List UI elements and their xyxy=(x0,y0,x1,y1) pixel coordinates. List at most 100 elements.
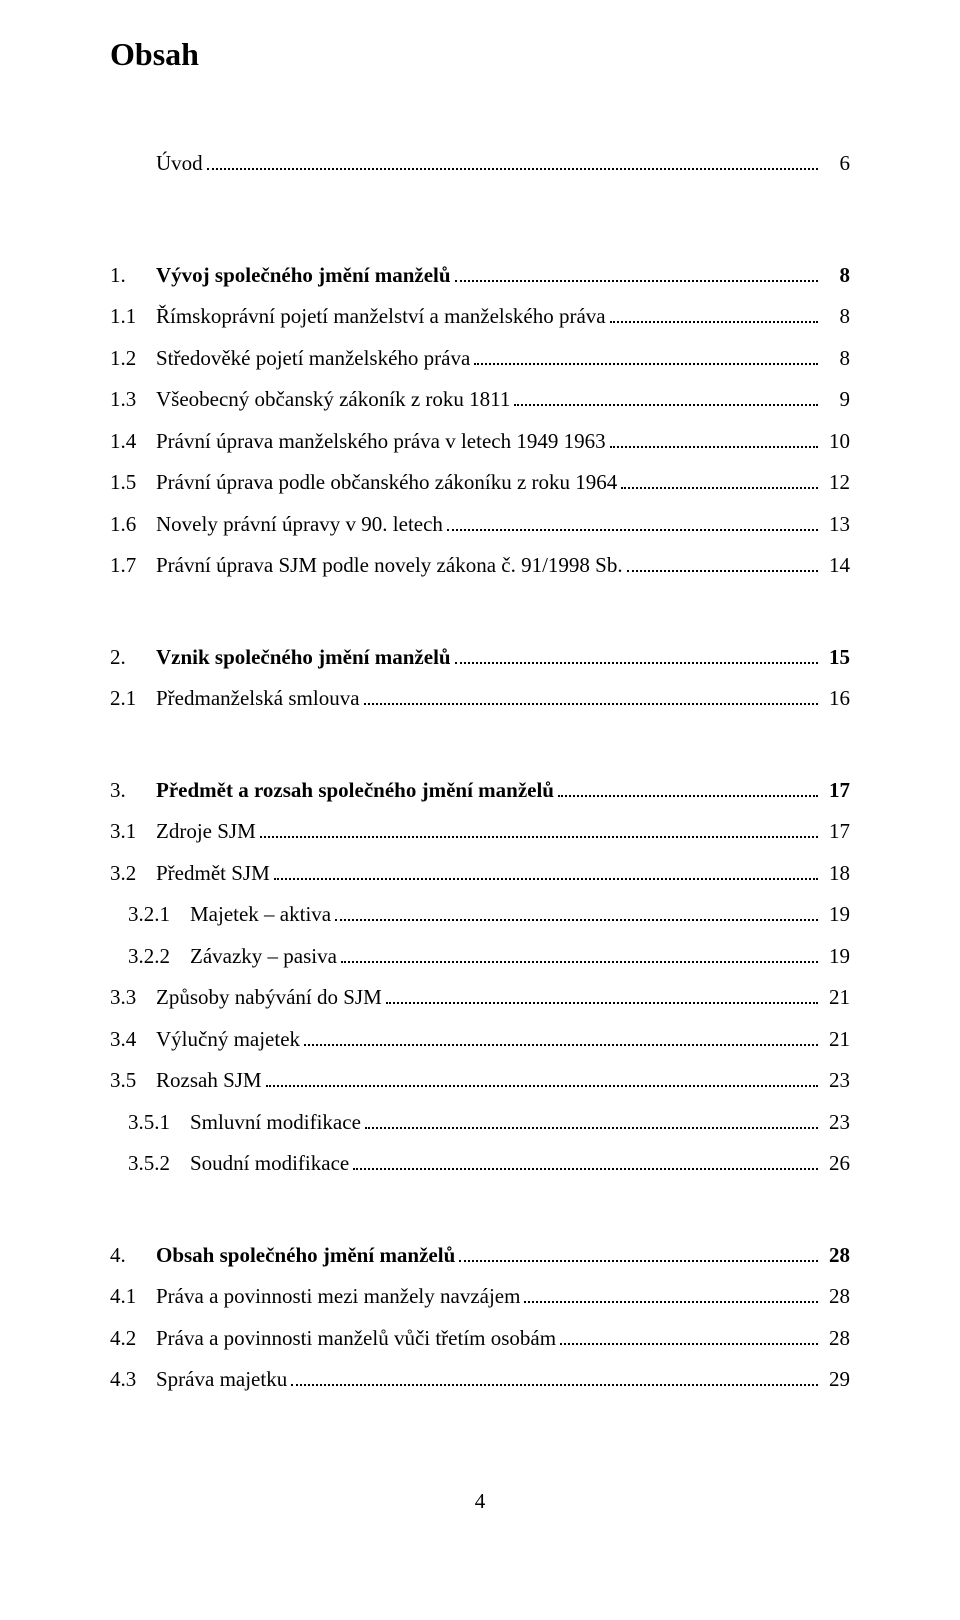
toc-leader xyxy=(291,1365,818,1386)
toc-entry: 3.Předmět a rozsah společného jmění manž… xyxy=(110,775,850,807)
toc-number: 3.2 xyxy=(110,858,156,890)
toc-number: 4. xyxy=(110,1240,156,1272)
toc-entry: 2.Vznik společného jmění manželů15 xyxy=(110,642,850,674)
toc-page: 9 xyxy=(822,384,850,416)
toc-page: 18 xyxy=(822,858,850,890)
toc-page: 17 xyxy=(822,775,850,807)
toc-page: 10 xyxy=(822,426,850,458)
toc-page: 23 xyxy=(822,1065,850,1097)
toc-entry: 1.7Právní úprava SJM podle novely zákona… xyxy=(110,550,850,582)
toc-leader xyxy=(474,344,818,365)
page-number: 4 xyxy=(110,1486,850,1518)
toc-page: 14 xyxy=(822,550,850,582)
toc-label: Závazky – pasiva xyxy=(190,941,337,973)
toc-page: 16 xyxy=(822,683,850,715)
toc-label: Předmět a rozsah společného jmění manžel… xyxy=(156,775,554,807)
toc-entry: 3.5Rozsah SJM23 xyxy=(110,1065,850,1097)
toc-leader xyxy=(335,900,818,921)
toc-leader xyxy=(207,149,818,170)
toc-number: 1.6 xyxy=(110,509,156,541)
toc-leader xyxy=(621,468,818,489)
toc-page: 8 xyxy=(822,343,850,375)
toc-gap xyxy=(110,190,850,260)
toc-number: 3.5.1 xyxy=(128,1107,190,1139)
toc-number: 4.3 xyxy=(110,1364,156,1396)
toc-leader xyxy=(455,643,818,664)
toc-number: 2.1 xyxy=(110,683,156,715)
toc-number: 1. xyxy=(110,260,156,292)
toc-page: 12 xyxy=(822,467,850,499)
toc-leader xyxy=(524,1282,818,1303)
toc-leader xyxy=(266,1066,818,1087)
toc-page: 21 xyxy=(822,1024,850,1056)
toc-number: 3.1 xyxy=(110,816,156,848)
toc-entry: 4.Obsah společného jmění manželů 28 xyxy=(110,1240,850,1272)
toc-number: 3.5.2 xyxy=(128,1148,190,1180)
toc-page: 8 xyxy=(822,301,850,333)
toc-gap xyxy=(110,592,850,642)
toc-label: Úvod xyxy=(156,148,203,180)
toc-entry: 3.5.2Soudní modifikace26 xyxy=(110,1148,850,1180)
toc-leader xyxy=(610,302,818,323)
toc-leader xyxy=(364,684,818,705)
toc-leader xyxy=(627,551,818,572)
toc-number: 1.4 xyxy=(110,426,156,458)
toc-entry: 1.2Středověké pojetí manželského práva8 xyxy=(110,343,850,375)
toc-label: Obsah společného jmění manželů xyxy=(156,1240,455,1272)
toc-number: 3.5 xyxy=(110,1065,156,1097)
toc-leader xyxy=(455,261,818,282)
toc-number: 1.1 xyxy=(110,301,156,333)
toc-page: 28 xyxy=(822,1281,850,1313)
toc-number: 4.1 xyxy=(110,1281,156,1313)
toc-entry: 1.5Právní úprava podle občanského zákoní… xyxy=(110,467,850,499)
toc-number: 3.2.2 xyxy=(128,941,190,973)
toc-leader xyxy=(365,1108,818,1129)
toc-number: 1.5 xyxy=(110,467,156,499)
toc-label: Práva a povinnosti manželů vůči třetím o… xyxy=(156,1323,556,1355)
toc-number: 2. xyxy=(110,642,156,674)
toc-page: 26 xyxy=(822,1148,850,1180)
page-title: Obsah xyxy=(110,30,850,78)
table-of-contents: Úvod61.Vývoj společného jmění manželů81.… xyxy=(110,148,850,1396)
toc-number: 3. xyxy=(110,775,156,807)
toc-entry: 3.3Způsoby nabývání do SJM21 xyxy=(110,982,850,1014)
toc-page: 19 xyxy=(822,941,850,973)
toc-label: Výlučný majetek xyxy=(156,1024,300,1056)
toc-entry: Úvod 6 xyxy=(110,148,850,180)
toc-leader xyxy=(274,859,818,880)
toc-entry: 2.1Předmanželská smlouva16 xyxy=(110,683,850,715)
toc-leader xyxy=(558,776,818,797)
toc-page: 28 xyxy=(822,1323,850,1355)
toc-page: 6 xyxy=(822,148,850,180)
toc-number: 3.2.1 xyxy=(128,899,190,931)
toc-leader xyxy=(304,1025,818,1046)
toc-entry: 3.5.1Smluvní modifikace 23 xyxy=(110,1107,850,1139)
toc-leader xyxy=(459,1241,818,1262)
toc-entry: 3.2.1Majetek – aktiva19 xyxy=(110,899,850,931)
toc-leader xyxy=(514,385,818,406)
toc-entry: 3.2Předmět SJM 18 xyxy=(110,858,850,890)
toc-page: 21 xyxy=(822,982,850,1014)
toc-label: Všeobecný občanský zákoník z roku 1811 xyxy=(156,384,510,416)
toc-entry: 1.3Všeobecný občanský zákoník z roku 181… xyxy=(110,384,850,416)
toc-entry: 4.1Práva a povinnosti mezi manžely navzá… xyxy=(110,1281,850,1313)
toc-label: Předmět SJM xyxy=(156,858,270,890)
toc-leader xyxy=(341,942,818,963)
toc-label: Zdroje SJM xyxy=(156,816,256,848)
toc-label: Vývoj společného jmění manželů xyxy=(156,260,451,292)
toc-entry: 1.1Římskoprávní pojetí manželství a manž… xyxy=(110,301,850,333)
toc-label: Smluvní modifikace xyxy=(190,1107,361,1139)
toc-page: 19 xyxy=(822,899,850,931)
toc-leader xyxy=(447,510,818,531)
toc-number: 3.3 xyxy=(110,982,156,1014)
toc-entry: 3.1Zdroje SJM 17 xyxy=(110,816,850,848)
toc-page: 17 xyxy=(822,816,850,848)
toc-label: Právní úprava podle občanského zákoníku … xyxy=(156,467,617,499)
toc-page: 23 xyxy=(822,1107,850,1139)
toc-leader xyxy=(386,983,818,1004)
toc-page: 28 xyxy=(822,1240,850,1272)
toc-leader xyxy=(560,1324,818,1345)
toc-entry: 4.2Práva a povinnosti manželů vůči třetí… xyxy=(110,1323,850,1355)
toc-entry: 1.Vývoj společného jmění manželů8 xyxy=(110,260,850,292)
toc-number: 1.7 xyxy=(110,550,156,582)
